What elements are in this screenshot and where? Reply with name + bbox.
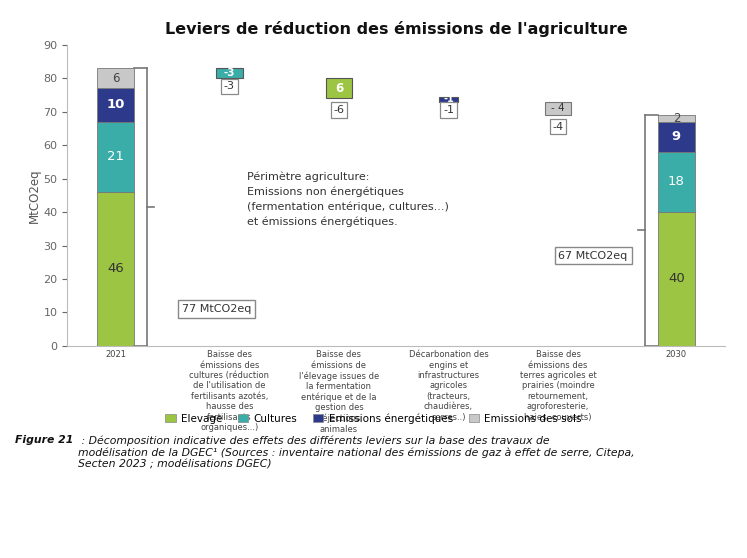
Bar (658, 152, 695, 212)
Text: 67 MtCO2eq: 67 MtCO2eq (559, 251, 627, 261)
Bar (439, 97, 458, 102)
Text: -3: -3 (224, 81, 235, 92)
Bar (545, 102, 571, 115)
Text: 9: 9 (672, 130, 681, 143)
Text: 18: 18 (668, 175, 685, 189)
Y-axis label: MtCO2eq: MtCO2eq (28, 168, 40, 223)
Bar (658, 122, 695, 152)
Bar (216, 68, 243, 78)
Bar (97, 68, 134, 88)
Text: -1: -1 (443, 94, 454, 104)
Text: 21: 21 (107, 150, 124, 163)
Text: : Décomposition indicative des effets des différents leviers sur la base des tra: : Décomposition indicative des effets de… (78, 435, 635, 469)
Text: -6: -6 (333, 105, 344, 115)
Text: 46: 46 (107, 262, 124, 276)
Text: Périmètre agriculture:
Emissions non énergétiques
(fermentation entérique, cultu: Périmètre agriculture: Emissions non éne… (247, 172, 449, 227)
Bar (97, 122, 134, 192)
Text: -1: -1 (443, 105, 454, 115)
Bar (97, 192, 134, 346)
Bar (326, 78, 352, 98)
Text: 77 MtCO2eq: 77 MtCO2eq (182, 304, 251, 314)
Text: 6: 6 (112, 71, 120, 85)
Text: 2: 2 (672, 112, 680, 125)
Bar (97, 88, 134, 122)
Title: Leviers de réduction des émissions de l'agriculture: Leviers de réduction des émissions de l'… (164, 21, 627, 36)
Text: 10: 10 (106, 98, 125, 112)
Text: -3: -3 (223, 68, 235, 78)
Bar (658, 115, 695, 122)
Text: 40: 40 (668, 272, 685, 286)
Legend: Elevage, Cultures, Emissions énergétiques, Emissions des sols: Elevage, Cultures, Emissions énergétique… (161, 409, 586, 428)
Text: -4: -4 (553, 122, 564, 132)
Text: 6: 6 (335, 81, 343, 95)
Text: - 4: - 4 (551, 103, 565, 113)
Bar (658, 212, 695, 346)
Text: Figure 21: Figure 21 (15, 435, 73, 445)
